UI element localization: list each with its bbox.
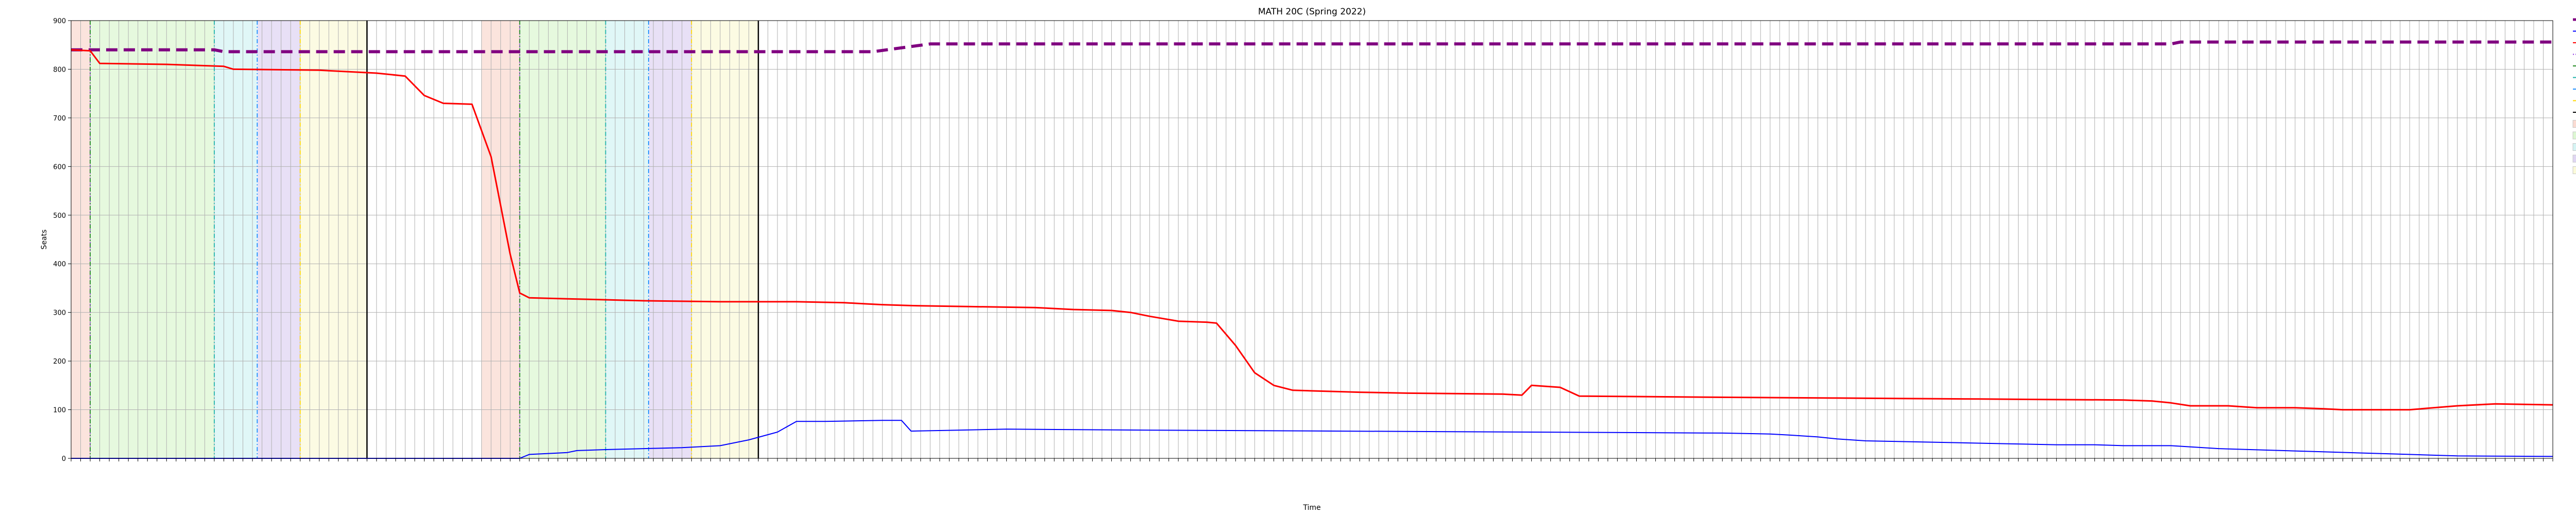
phase-span-freshmen-start-1: [300, 21, 367, 458]
legend-item-seniors-start: Seniors Start: [2573, 65, 2576, 66]
legend-item-waitlist: Waitlist: [2573, 30, 2576, 32]
legend-item-sophomores-start: Sophomores Start: [2573, 89, 2576, 90]
series-available: [71, 49, 2553, 411]
legend: Total Seats Waitlist Available Priorities S…: [2572, 18, 2576, 174]
legend-item-available: Available: [2573, 42, 2576, 43]
x-axis-label: Time: [1302, 504, 1320, 512]
y-tick-label: 200: [53, 358, 66, 366]
y-axis-label: Seats: [40, 230, 48, 250]
legend-item-end-fp-sp-: End (FP/SP): [2573, 112, 2576, 113]
y-tick-label: 600: [53, 163, 66, 171]
y-tick-label: 100: [53, 407, 66, 415]
phase-span-sophomores-start-1: [257, 21, 300, 458]
chart-title: MATH 20C (Spring 2022): [1258, 7, 1366, 17]
phase-span-seniors-start-2: [519, 21, 606, 458]
legend-swatch: [2572, 143, 2576, 151]
series-total-seats: [71, 40, 2553, 54]
y-axis: 0 100 200 300 400 500 600 700 800 900: [53, 18, 71, 463]
legend-item-priorities-start: Priorities Start: [2572, 120, 2576, 128]
legend-swatch: [2572, 154, 2576, 163]
x-axis: [71, 458, 2553, 461]
legend-swatch: [2572, 166, 2576, 174]
phase-spans: [71, 21, 758, 458]
phase-span-sophomores-start-2: [648, 21, 692, 458]
phase-span-freshmen-start-2: [691, 21, 758, 458]
y-tick-label: 300: [53, 310, 66, 317]
grid-lines: [71, 20, 2553, 459]
legend-swatch: [2572, 131, 2576, 140]
legend-item-priorities-start: Priorities Start: [2573, 54, 2576, 55]
legend-swatch: [2572, 120, 2576, 128]
legend-item-juniors-start: Juniors Start: [2573, 77, 2576, 78]
y-tick-label: 800: [53, 66, 66, 74]
phase-span-seniors-start-1: [90, 21, 214, 458]
y-tick-label: 500: [53, 212, 66, 220]
y-tick-label: 0: [62, 455, 66, 463]
series-lines: [71, 40, 2553, 459]
legend-item-seniors-start: Seniors Start: [2572, 131, 2576, 140]
y-tick-label: 400: [53, 261, 66, 268]
y-tick-label: 700: [53, 115, 66, 123]
phase-span-juniors-start-2: [605, 21, 649, 458]
legend-item-total-seats: Total Seats: [2573, 18, 2576, 21]
phase-verticals: [90, 21, 759, 458]
phase-span-juniors-start-1: [214, 21, 258, 458]
legend-item-freshmen-start: Freshmen Start: [2573, 100, 2576, 101]
legend-item-freshmen-start: Freshmen Start: [2572, 166, 2576, 174]
y-tick-label: 900: [53, 18, 66, 25]
legend-item-sophomores-start: Sophomores Start: [2572, 154, 2576, 163]
legend-item-juniors-start: Juniors Start: [2572, 143, 2576, 151]
series-waitlist: [71, 420, 2553, 459]
